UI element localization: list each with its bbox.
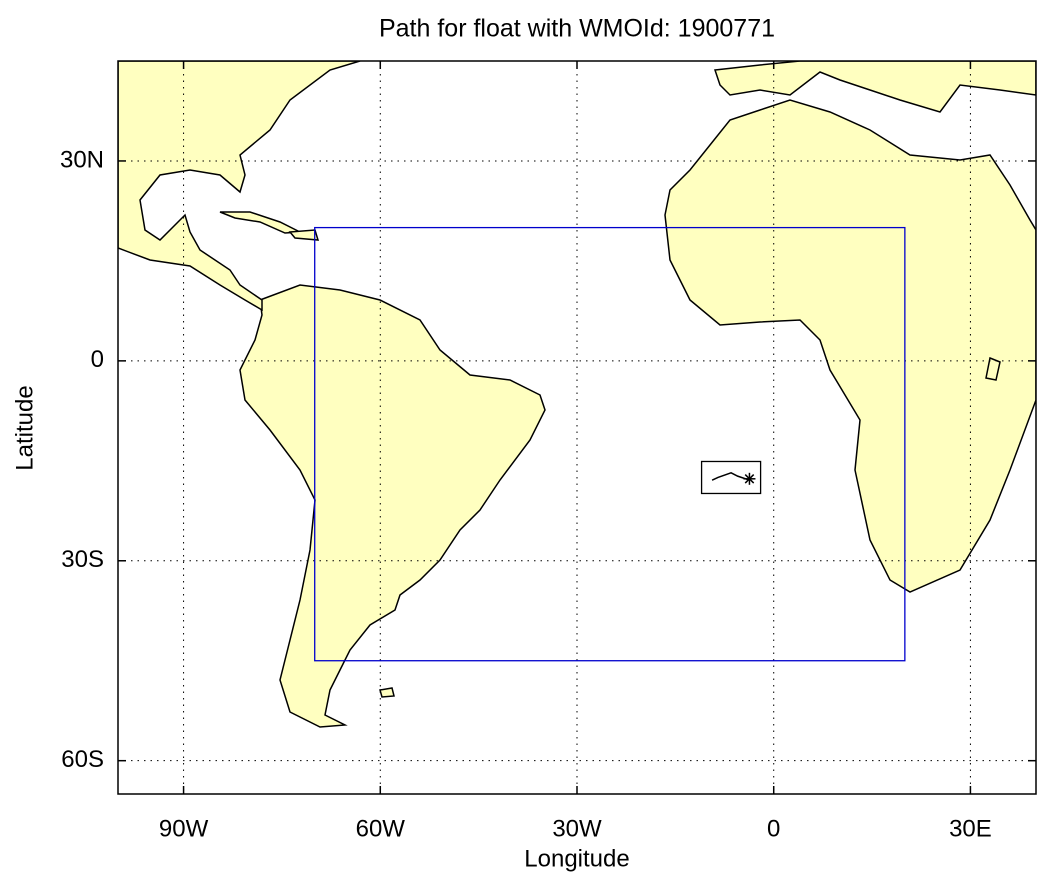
y-tick-label: 0 (91, 346, 104, 373)
chart-title: Path for float with WMOId: 1900771 (379, 15, 775, 43)
x-tick-label: 90W (159, 815, 209, 842)
hispaniola (288, 229, 320, 241)
north-america (118, 61, 361, 312)
labels: Path for float with WMOId: 1900771 Longi… (11, 15, 991, 873)
falklands (379, 687, 395, 698)
plot-frame (117, 60, 1037, 795)
europe (713, 61, 1036, 113)
y-tick-label: 60S (61, 746, 104, 773)
region-box (700, 460, 762, 495)
y-tick-label: 30S (61, 546, 104, 573)
x-tick-label: 30E (949, 815, 992, 842)
africa (664, 99, 1036, 593)
marks (314, 226, 906, 662)
asterisk-stroke (744, 474, 755, 484)
x-axis-label: Longitude (524, 845, 629, 872)
float-last-position (743, 472, 756, 485)
x-tick-label: 30W (552, 815, 602, 842)
land (118, 61, 1036, 728)
grid (118, 61, 1036, 794)
south-america (239, 284, 546, 728)
region-box (314, 226, 906, 662)
x-tick-label: 0 (767, 815, 780, 842)
y-axis-label: Latitude (11, 385, 38, 470)
y-tick-label: 30N (60, 146, 104, 173)
x-tick-label: 60W (356, 815, 406, 842)
